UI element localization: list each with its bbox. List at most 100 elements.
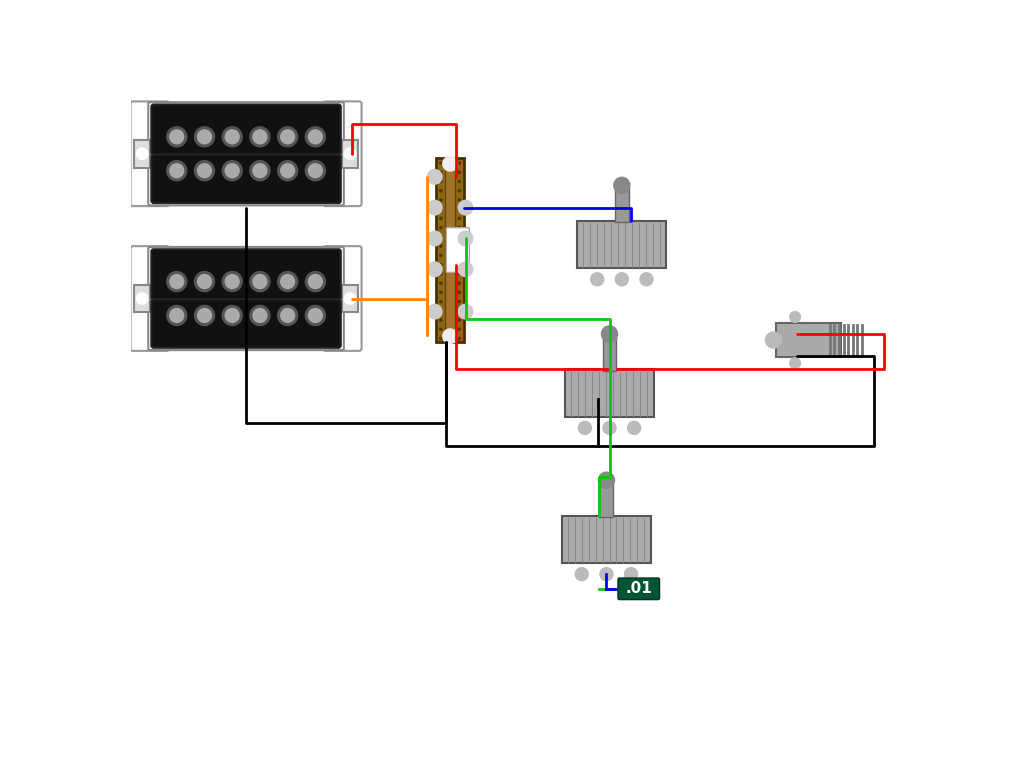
Circle shape (443, 329, 457, 343)
Circle shape (225, 130, 240, 144)
Circle shape (439, 273, 442, 275)
FancyBboxPatch shape (152, 154, 341, 203)
Circle shape (600, 568, 612, 581)
FancyBboxPatch shape (446, 227, 469, 273)
Circle shape (281, 130, 295, 144)
Circle shape (614, 177, 630, 193)
Circle shape (458, 282, 461, 284)
FancyBboxPatch shape (323, 247, 361, 351)
Circle shape (449, 319, 452, 321)
Circle shape (458, 254, 461, 257)
FancyBboxPatch shape (131, 247, 169, 351)
Circle shape (222, 127, 243, 147)
Circle shape (439, 263, 442, 266)
FancyBboxPatch shape (152, 300, 341, 348)
Circle shape (449, 337, 452, 339)
Circle shape (137, 293, 147, 304)
Circle shape (458, 217, 461, 220)
Circle shape (439, 236, 442, 238)
Circle shape (449, 254, 452, 257)
Bar (578, 220, 667, 269)
Circle shape (459, 200, 472, 214)
Circle shape (458, 199, 461, 201)
Circle shape (308, 130, 323, 144)
Circle shape (428, 231, 441, 246)
Circle shape (253, 130, 267, 144)
Circle shape (458, 180, 461, 183)
Circle shape (449, 162, 452, 164)
Circle shape (305, 306, 326, 326)
Circle shape (281, 275, 295, 289)
Circle shape (439, 310, 442, 312)
Circle shape (253, 164, 267, 177)
Circle shape (458, 319, 461, 321)
Circle shape (458, 273, 461, 275)
Circle shape (458, 291, 461, 293)
Circle shape (458, 162, 461, 164)
Circle shape (439, 227, 442, 229)
Circle shape (222, 272, 243, 292)
Circle shape (428, 305, 441, 319)
Circle shape (225, 309, 240, 323)
Circle shape (790, 358, 801, 369)
Bar (565, 369, 654, 417)
Circle shape (449, 273, 452, 275)
Bar (134, 285, 150, 313)
Circle shape (579, 422, 591, 434)
Circle shape (599, 472, 614, 488)
Bar (436, 157, 464, 343)
Circle shape (278, 127, 298, 147)
FancyBboxPatch shape (617, 578, 659, 600)
Circle shape (459, 263, 472, 276)
Circle shape (308, 309, 323, 323)
Circle shape (198, 164, 211, 177)
FancyBboxPatch shape (152, 250, 341, 300)
Circle shape (439, 337, 442, 339)
Circle shape (458, 171, 461, 174)
Circle shape (439, 208, 442, 210)
Bar (776, 323, 842, 357)
Circle shape (449, 291, 452, 293)
Circle shape (458, 337, 461, 339)
Bar (614, 187, 629, 222)
Circle shape (439, 180, 442, 183)
Circle shape (345, 293, 355, 304)
Bar (599, 482, 613, 517)
Circle shape (195, 161, 214, 180)
Circle shape (602, 326, 617, 342)
Circle shape (449, 282, 452, 284)
Circle shape (305, 272, 326, 292)
Circle shape (458, 328, 461, 330)
Circle shape (195, 306, 214, 326)
Bar (342, 285, 357, 313)
Circle shape (167, 272, 186, 292)
Bar (342, 140, 357, 167)
Circle shape (167, 161, 186, 180)
FancyBboxPatch shape (323, 101, 361, 206)
Bar (562, 515, 651, 564)
Circle shape (250, 272, 270, 292)
FancyBboxPatch shape (148, 102, 344, 205)
Circle shape (198, 309, 211, 323)
Circle shape (628, 422, 640, 434)
Circle shape (458, 310, 461, 312)
Circle shape (603, 422, 615, 434)
Circle shape (170, 275, 183, 289)
Circle shape (459, 231, 472, 246)
Circle shape (278, 306, 298, 326)
Bar (134, 140, 150, 167)
Circle shape (253, 275, 267, 289)
Circle shape (170, 130, 183, 144)
Circle shape (225, 164, 240, 177)
Circle shape (458, 236, 461, 238)
Circle shape (198, 275, 211, 289)
Circle shape (449, 236, 452, 238)
Circle shape (225, 275, 240, 289)
Circle shape (428, 263, 441, 276)
Circle shape (439, 162, 442, 164)
Circle shape (278, 272, 298, 292)
Circle shape (253, 309, 267, 323)
Circle shape (449, 217, 452, 220)
Circle shape (449, 328, 452, 330)
Circle shape (449, 310, 452, 312)
